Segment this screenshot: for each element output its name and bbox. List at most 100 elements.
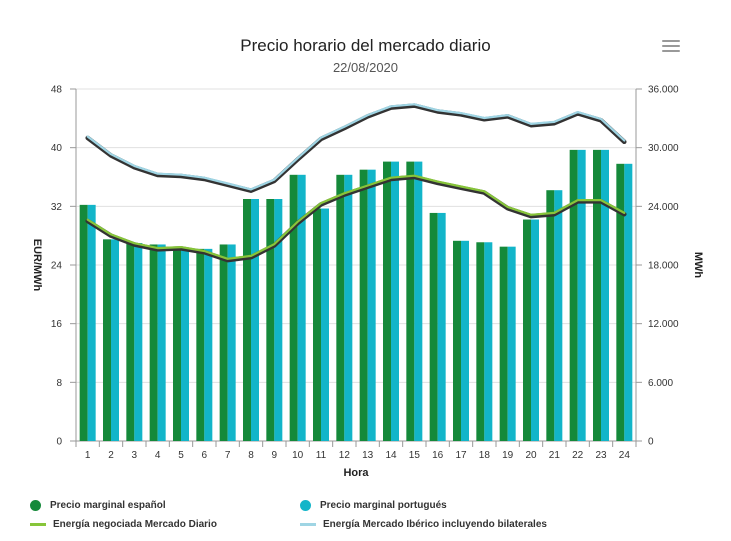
x-tick-label: 8 [248,450,254,461]
legend-energy-md-swatch [30,522,46,526]
bar-es [173,248,181,441]
y2-tick-label: 0 [648,437,654,448]
y-tick-label: 48 [51,85,63,96]
bar-pt [601,149,609,441]
line-energy-iberico-shadow [85,103,627,193]
legend-item-energy-md[interactable]: Energía negociada Mercado Diario [30,516,217,532]
x-tick-label: 21 [549,450,561,461]
bar-pt [414,161,423,441]
bar-es [103,239,111,441]
legend-es-label: Precio marginal español [50,499,166,511]
x-tick-label: 20 [525,450,537,461]
bar-pt [251,199,259,441]
bar-pt [274,199,283,441]
bar-pt [87,204,96,441]
bar-pt [111,239,119,441]
x-tick-label: 24 [619,450,631,461]
y-axis-title: EUR/MWh [31,239,43,292]
bar-pt [204,248,213,441]
bar-es [593,149,601,441]
bar-pt [134,243,143,441]
bar-pt [577,149,586,441]
bar-pt [554,190,563,441]
bar-pt [181,248,189,441]
x-tick-label: 16 [432,450,444,461]
bar-es [383,161,391,441]
bar-es [476,242,485,441]
bar-es [546,190,555,441]
x-axis-title: Hora [343,467,369,479]
legend-es-swatch [30,499,41,511]
menu-icon [662,50,680,52]
bar-es [359,169,368,441]
x-tick-label: 19 [502,450,514,461]
bar-pt [507,246,516,441]
line-energy-iberico [86,103,626,191]
bar-es [266,199,275,441]
menu-icon [662,45,680,47]
chart-subtitle: 22/08/2020 [332,60,399,75]
x-tick-label: 14 [385,450,397,461]
bar-pt [437,212,446,441]
x-tick-label: 17 [455,450,467,461]
bar-es [429,212,438,441]
bar-es [219,244,228,441]
y2-tick-label: 24.000 [648,202,679,213]
x-tick-label: 23 [595,450,607,461]
bar-pt [624,163,633,442]
bar-es [406,161,415,441]
x-tick-label: 15 [409,450,421,461]
menu-icon [662,40,680,42]
bar-es [313,208,321,441]
x-tick-label: 5 [178,450,184,461]
bar-pt [461,240,469,441]
bar-pt [227,244,236,441]
chart-menu-button[interactable] [662,40,680,56]
legend-energy-md-label: Energía negociada Mercado Diario [53,518,217,530]
bar-pt [484,242,493,441]
y-tick-label: 40 [51,143,63,154]
x-tick-label: 12 [339,450,351,461]
y-tick-label: 32 [51,202,63,213]
line-energy-md-shadow [85,174,627,263]
y2-axis-title: MWh [692,252,704,279]
x-tick-label: 3 [132,450,138,461]
line-energy-md [86,174,626,260]
bar-pt [367,169,376,441]
legend-item-es[interactable]: Precio marginal español [30,497,166,513]
legend-energy-iberico-label: Energía Mercado Ibérico incluyendo bilat… [323,518,547,530]
y-tick-label: 24 [51,261,63,272]
legend-item-pt[interactable]: Precio marginal portugués [300,497,447,513]
x-tick-label: 9 [272,450,278,461]
y2-tick-label: 12.000 [648,319,679,330]
legend-pt-swatch [300,499,311,511]
x-tick-label: 1 [85,450,91,461]
bar-pt [391,161,399,441]
bar-es [126,243,135,441]
y-tick-label: 16 [51,319,63,330]
x-tick-label: 4 [155,450,161,461]
bar-pt [157,244,166,441]
x-tick-label: 13 [362,450,374,461]
legend-item-energy-iberico[interactable]: Energía Mercado Ibérico incluyendo bilat… [300,516,547,532]
legend-pt-label: Precio marginal portugués [320,499,447,511]
x-tick-label: 7 [225,450,231,461]
y2-tick-label: 30.000 [648,143,679,154]
bar-es [569,149,578,441]
bar-es [453,240,461,441]
bar-es [149,244,158,441]
bar-es [499,246,508,441]
chart-title: Precio horario del mercado diario [240,36,491,55]
legend-energy-iberico-swatch [300,522,316,526]
bar-pt [297,174,306,442]
y2-tick-label: 36.000 [648,85,679,96]
x-tick-label: 22 [572,450,584,461]
bar-pt [321,208,329,441]
bar-es [243,199,251,441]
bar-es [196,248,205,441]
y2-tick-label: 18.000 [648,261,679,272]
bar-es [336,174,345,442]
bar-es [616,163,625,442]
bar-es [523,219,531,441]
bar-pt [531,219,539,441]
